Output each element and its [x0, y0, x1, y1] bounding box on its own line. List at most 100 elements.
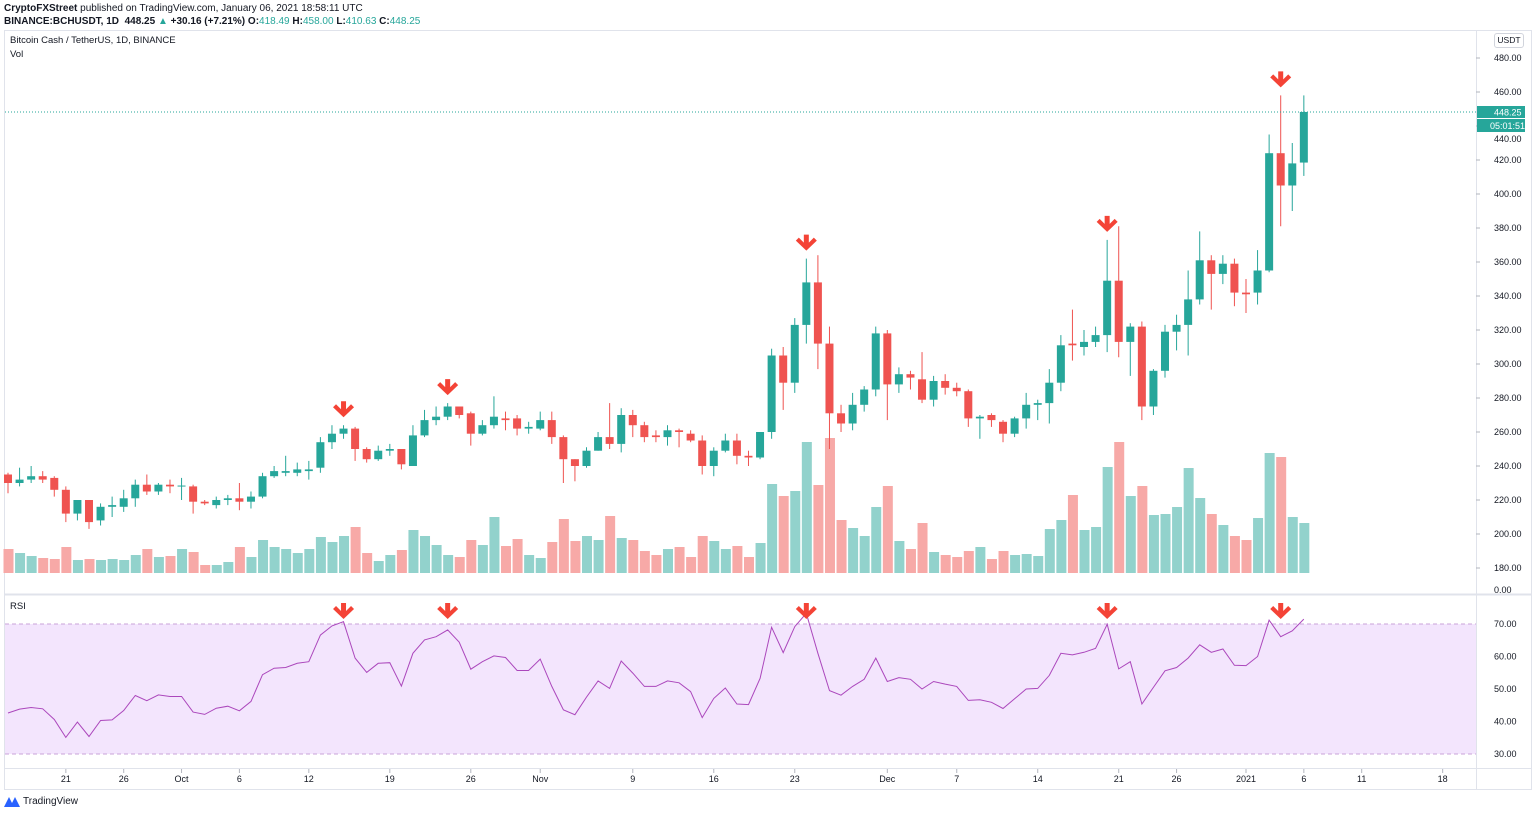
- candle-body: [304, 469, 313, 472]
- candle-body: [362, 449, 371, 460]
- candle-body: [408, 435, 417, 466]
- candle-body: [50, 477, 59, 490]
- candle-body: [582, 450, 591, 466]
- candle-body: [894, 374, 903, 385]
- volume-bar: [443, 555, 454, 573]
- candle-body: [952, 387, 961, 392]
- volume-bar: [975, 547, 986, 573]
- volume-bar: [605, 516, 616, 573]
- candle-body: [883, 333, 892, 385]
- time-axis[interactable]: 21 26 Oct 6 12 19 26 Nov 9 16 23 Dec 7 14 21 26 2021 6 11 1…: [61, 769, 1448, 784]
- candle-body: [316, 442, 325, 468]
- candle-body: [339, 428, 348, 434]
- candle-body: [617, 415, 626, 444]
- rsi-tick-label: 70.00: [1494, 619, 1517, 629]
- date-tick-label: Oct: [175, 774, 190, 784]
- price-tick-label: 180.00: [1494, 563, 1522, 573]
- volume-bar: [49, 559, 60, 573]
- volume-bar: [940, 555, 951, 573]
- close-label: C:: [379, 16, 390, 27]
- candle-body: [73, 500, 82, 514]
- candle-body: [84, 500, 93, 523]
- candle-body: [15, 479, 24, 483]
- volume-bar: [292, 553, 303, 573]
- volume-bar: [1079, 530, 1090, 573]
- volume-bar: [1218, 525, 1229, 573]
- candle-body: [837, 413, 846, 424]
- currency-unit-button[interactable]: USDT: [1494, 33, 1524, 48]
- volume-bar: [859, 536, 870, 573]
- down-arrow-icon: [1270, 71, 1292, 88]
- date-tick-label: 9: [630, 774, 635, 784]
- candle-body: [779, 355, 788, 383]
- volume-bar: [616, 538, 627, 573]
- volume-bar: [489, 517, 500, 573]
- tradingview-footer[interactable]: TradingView: [4, 795, 78, 807]
- candle-body: [61, 489, 70, 514]
- volume-bar: [373, 561, 384, 573]
- candle-body: [38, 476, 47, 480]
- volume-bar: [177, 549, 188, 573]
- price-tick-label: 440.00: [1494, 134, 1522, 144]
- candle-body: [756, 432, 765, 458]
- candle-body: [1091, 335, 1100, 342]
- volume-bar: [1264, 453, 1275, 573]
- volume-bar: [963, 551, 974, 573]
- volume-bar: [709, 541, 720, 573]
- candle-body: [1103, 280, 1112, 336]
- publisher-name: CryptoFXStreet: [4, 3, 78, 14]
- candle-body: [675, 430, 684, 432]
- candle-body: [848, 404, 857, 424]
- candle-body: [570, 459, 579, 466]
- date-tick-label: 11: [1357, 774, 1366, 784]
- volume-bar: [1091, 527, 1102, 573]
- candle-body: [732, 440, 741, 456]
- volume-bar: [396, 550, 407, 573]
- volume-bar: [1172, 507, 1183, 573]
- candle-body: [628, 415, 637, 426]
- arrow-markers: [333, 71, 1292, 619]
- volume-bar: [258, 540, 269, 573]
- volume-bar: [848, 528, 859, 573]
- candle-body: [270, 471, 279, 477]
- volume-bar: [743, 557, 754, 573]
- price-tick-label: 320.00: [1494, 325, 1522, 335]
- candle-body: [790, 324, 799, 383]
- date-tick-label: 7: [954, 774, 959, 784]
- candle-body: [686, 433, 695, 441]
- volume-bar: [362, 553, 373, 573]
- volume-bar: [1183, 468, 1194, 573]
- volume-bar: [223, 562, 234, 573]
- volume-bar: [512, 539, 523, 573]
- open-label: O:: [247, 16, 260, 27]
- candle-body: [744, 455, 753, 458]
- volume-bar: [558, 519, 569, 573]
- date-tick-label: 6: [237, 774, 242, 784]
- price-axis[interactable]: 480.00 460.00 440.00 420.00 400.00 380.00 360.…: [1476, 53, 1522, 759]
- candle-body: [385, 449, 394, 451]
- volume-bar: [639, 551, 650, 573]
- volume-bar: [153, 557, 164, 573]
- candle-body: [1265, 153, 1274, 271]
- candle-body: [559, 437, 568, 460]
- volume-bar: [1206, 514, 1217, 573]
- candle-body: [293, 469, 302, 473]
- rsi-tick-label: 30.00: [1494, 749, 1517, 759]
- volume-bar: [3, 549, 14, 573]
- price-tick-label: 420.00: [1494, 155, 1522, 165]
- volume-bar: [801, 442, 812, 573]
- last-price: 448.25: [124, 16, 156, 27]
- candle-body: [1114, 280, 1123, 342]
- date-tick-label: 12: [304, 774, 314, 784]
- volume-bar: [917, 523, 928, 573]
- date-tick-label: 14: [1033, 774, 1043, 784]
- candle-body: [466, 413, 475, 434]
- candle-body: [27, 476, 36, 480]
- up-triangle-icon: ▲: [157, 16, 168, 27]
- volume-bar: [339, 536, 350, 573]
- candle-body: [1149, 370, 1158, 407]
- volume-bar: [1253, 518, 1264, 573]
- countdown-tag-text: 05:01:51: [1490, 121, 1525, 131]
- candle-body: [1253, 270, 1262, 293]
